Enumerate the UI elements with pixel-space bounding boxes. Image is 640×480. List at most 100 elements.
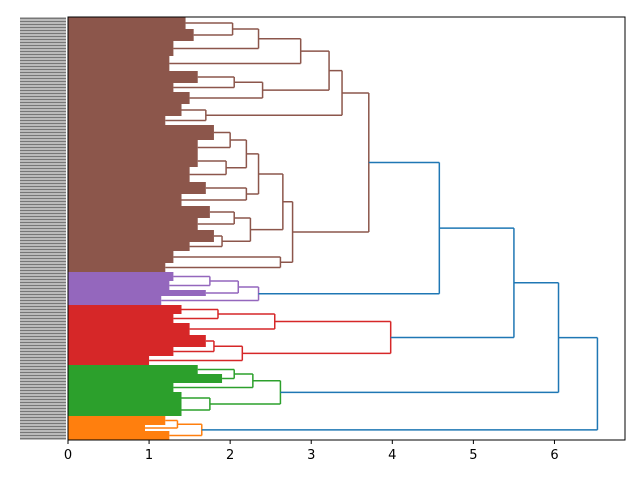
leaf-label bbox=[20, 404, 66, 407]
leaf-label bbox=[20, 242, 66, 245]
leaf-cluster-fill bbox=[68, 323, 190, 335]
leaf-label bbox=[20, 305, 66, 308]
leaf-label bbox=[20, 218, 66, 221]
leaf-label bbox=[20, 368, 66, 371]
leaf-cluster-fill bbox=[68, 218, 198, 230]
dendrogram-link bbox=[173, 76, 235, 89]
leaf-label bbox=[20, 317, 66, 320]
leaf-cluster-fill bbox=[68, 272, 174, 281]
leaf-label bbox=[20, 53, 66, 56]
leaf-cluster-fill bbox=[68, 125, 214, 140]
leaf-label bbox=[20, 41, 66, 44]
leaf-label bbox=[20, 302, 66, 305]
leaf-label bbox=[20, 383, 66, 386]
leaf-label bbox=[20, 197, 66, 200]
leaf-label bbox=[20, 110, 66, 113]
leaf-label bbox=[20, 224, 66, 227]
leaf-label bbox=[20, 32, 66, 35]
leaf-cluster-fill bbox=[68, 356, 150, 365]
leaf-label bbox=[20, 287, 66, 290]
x-tick-label: 0 bbox=[64, 448, 72, 463]
dendrogram-link bbox=[262, 50, 330, 91]
leaf-label bbox=[20, 344, 66, 347]
x-tick-label: 6 bbox=[550, 448, 558, 463]
leaf-label bbox=[20, 263, 66, 266]
leaf-cluster-fill bbox=[68, 242, 190, 251]
leaf-label bbox=[20, 56, 66, 59]
leaf-label bbox=[20, 380, 66, 383]
leaf-label bbox=[20, 350, 66, 353]
leaf-label bbox=[20, 323, 66, 326]
leaf-label bbox=[20, 296, 66, 299]
leaf-cluster-fill bbox=[68, 374, 223, 383]
leaf-cluster-fill bbox=[68, 92, 190, 104]
leaf-cluster-fill bbox=[68, 263, 166, 272]
dendrogram-links bbox=[68, 17, 599, 440]
leaf-label bbox=[20, 164, 66, 167]
leaf-label bbox=[20, 278, 66, 281]
leaf-label bbox=[20, 152, 66, 155]
leaf-cluster-fill bbox=[68, 206, 210, 218]
plot-frame bbox=[67, 16, 626, 441]
leaf-label bbox=[20, 143, 66, 146]
leaf-cluster-fill bbox=[68, 29, 194, 41]
leaf-label bbox=[20, 398, 66, 401]
leaf-label bbox=[20, 362, 66, 365]
leaf-label bbox=[20, 200, 66, 203]
leaf-label bbox=[20, 44, 66, 47]
leaf-label bbox=[20, 95, 66, 98]
leaf-label bbox=[20, 212, 66, 215]
leaf-label bbox=[20, 131, 66, 134]
leaf-label bbox=[20, 113, 66, 116]
leaf-label bbox=[20, 428, 66, 431]
leaf-label bbox=[20, 332, 66, 335]
leaf-cluster-fill bbox=[68, 290, 206, 296]
leaf-cluster-fill bbox=[68, 104, 182, 116]
leaf-label bbox=[20, 356, 66, 359]
leaf-label bbox=[20, 365, 66, 368]
leaf-label bbox=[20, 23, 66, 26]
leaf-label bbox=[20, 431, 66, 434]
leaf-label bbox=[20, 191, 66, 194]
dendrogram-link bbox=[165, 256, 282, 269]
leaf-label bbox=[20, 272, 66, 275]
leaf-label bbox=[20, 155, 66, 158]
leaf-label bbox=[20, 425, 66, 428]
dendrogram-link bbox=[226, 139, 248, 169]
dendrogram-link bbox=[169, 275, 211, 287]
leaf-label bbox=[20, 107, 66, 110]
leaf-label bbox=[20, 101, 66, 104]
leaf-label bbox=[20, 299, 66, 302]
dendrogram-link bbox=[169, 423, 203, 437]
leaf-cluster-fill bbox=[68, 41, 174, 56]
dendrogram-link bbox=[222, 217, 252, 242]
leaf-cluster-fill bbox=[68, 314, 174, 323]
leaf-label bbox=[20, 146, 66, 149]
leaf-label bbox=[20, 248, 66, 251]
leaf-label bbox=[20, 326, 66, 329]
leaf-cluster-fill bbox=[68, 230, 214, 242]
dendrogram-link bbox=[189, 81, 264, 99]
leaf-label bbox=[20, 77, 66, 80]
leaf-label bbox=[20, 314, 66, 317]
leaf-label bbox=[20, 80, 66, 83]
leaf-label bbox=[20, 203, 66, 206]
leaf-label bbox=[20, 188, 66, 191]
leaf-label bbox=[20, 410, 66, 413]
leaf-label bbox=[20, 245, 66, 248]
leaf-cluster-fill bbox=[68, 431, 170, 440]
leaf-cluster-fill bbox=[68, 17, 186, 29]
leaf-label bbox=[20, 335, 66, 338]
leaf-label bbox=[20, 98, 66, 101]
dendrogram-link bbox=[390, 227, 515, 339]
dendrogram-link bbox=[246, 153, 260, 195]
leaf-label bbox=[20, 50, 66, 53]
dendrogram-link bbox=[205, 280, 240, 294]
leaf-cluster-fill bbox=[68, 194, 182, 206]
dendrogram-link bbox=[145, 419, 179, 429]
leaf-label bbox=[20, 257, 66, 260]
dendrogram-link bbox=[189, 313, 276, 330]
leaf-cluster-fill bbox=[68, 335, 206, 347]
leaf-label bbox=[20, 161, 66, 164]
leaf-label bbox=[20, 92, 66, 95]
